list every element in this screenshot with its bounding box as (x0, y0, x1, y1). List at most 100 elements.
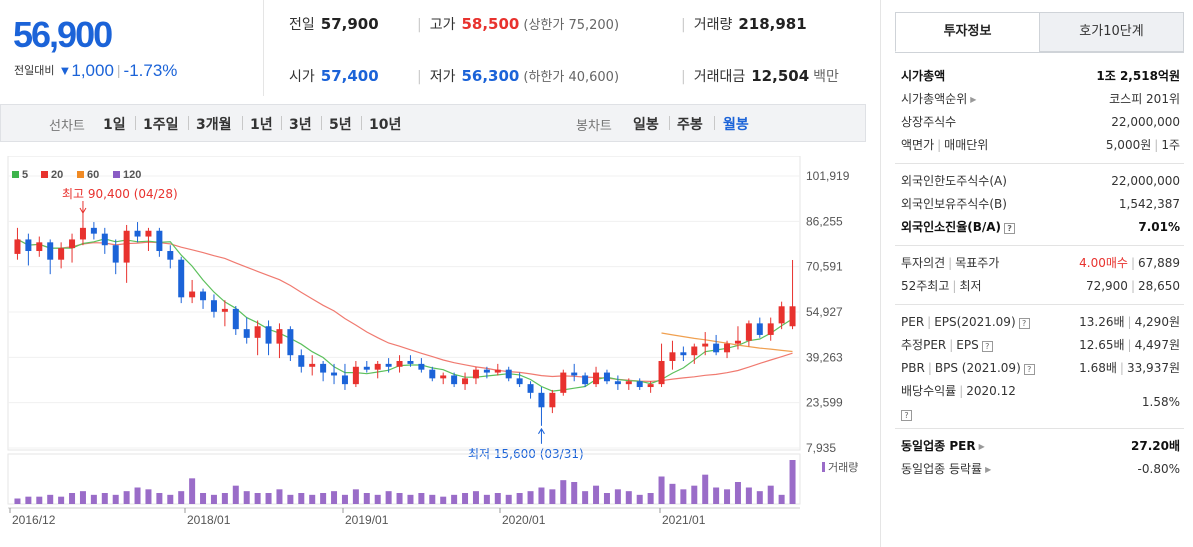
candle-body (79, 227, 86, 240)
ma5-line (17, 238, 793, 392)
period-10y-button[interactable]: 10년 (369, 117, 402, 133)
candle-body (243, 329, 250, 338)
candle-body (440, 375, 447, 379)
candle-body (756, 323, 763, 335)
candle-chart-label: 봉차트 (576, 119, 612, 134)
help-icon[interactable]: ? (1004, 223, 1016, 234)
high-value: 58,500 (461, 15, 520, 33)
x-axis: 2016/12 2018/01 2019/01 2020/01 2021/01 (8, 507, 800, 527)
volume-bar (451, 494, 458, 504)
period-1y-button[interactable]: 1년 (250, 117, 273, 133)
candle-daily-button[interactable]: 일봉 (633, 117, 659, 133)
candle-body (123, 230, 130, 263)
prev-close-cell: 전일 57,900 (289, 14, 379, 34)
candle-body (669, 352, 676, 361)
period-5y-button[interactable]: 5년 (329, 117, 352, 133)
candle-body (276, 329, 283, 344)
tab-orderbook[interactable]: 호가10단계 (1039, 12, 1184, 52)
candle-body (352, 366, 359, 385)
period-3y-button[interactable]: 3년 (289, 117, 312, 133)
volume-bar (571, 482, 578, 504)
help-icon[interactable]: ? (1023, 364, 1035, 375)
change-rate: -1.73% (123, 61, 178, 80)
volume-bar (385, 491, 392, 504)
amount-cell: | 거래대금 12,504 백만 (681, 67, 839, 85)
week52-row: 52주최고 | 최저 72,900 | 28,650 (901, 279, 1180, 293)
chart-period-bar: 선차트 1일 1주일 3개월 1년 3년 5년 10년 봉차트 일봉 주봉 월봉 (0, 104, 866, 142)
volume-bar (276, 489, 283, 504)
industry-change-row[interactable]: 동일업종 등락률 ▶ -0.80% (901, 462, 1180, 476)
candle-body (516, 378, 523, 385)
candle-body (90, 227, 97, 234)
candle-body (636, 381, 643, 388)
volume-bar (778, 494, 785, 504)
period-1w-button[interactable]: 1주일 (143, 117, 179, 133)
candle-body (767, 323, 774, 335)
candle-body (429, 369, 436, 379)
price-plot-frame (7, 156, 801, 451)
volume-bar (320, 493, 327, 504)
candle-body (69, 239, 76, 249)
legend-swatch (113, 171, 120, 178)
foreign-limit-row: 외국인한도주식수(A) 22,000,000 (901, 174, 1180, 188)
volume-bar (407, 494, 414, 504)
volume-bar (538, 487, 545, 504)
volume-bar (527, 491, 534, 504)
y-tick-label: 101,919 (806, 169, 850, 183)
candle-body (451, 375, 458, 385)
volume-bar (200, 493, 207, 504)
volume-bar (625, 491, 632, 504)
y-tick-label: 23,599 (806, 396, 843, 410)
moving-average-lines (17, 238, 793, 392)
volume-bar (232, 485, 239, 504)
volume-bar (756, 491, 763, 504)
y-tick-label: 54,927 (806, 305, 843, 319)
chart-grid (7, 156, 801, 451)
candle-body (582, 375, 589, 385)
open-cell: 시가 57,400 (289, 66, 379, 86)
candle-weekly-button[interactable]: 주봉 (677, 117, 703, 133)
volume-bar (396, 493, 403, 504)
candle-body (320, 363, 327, 373)
candle-body (232, 308, 239, 330)
volume-bar (221, 493, 228, 504)
invest-info: 시가총액 1조 2,518억원 시가총액순위 ▶ 코스피 201위 상장주식수 22,0… (895, 52, 1184, 487)
period-3m-button[interactable]: 3개월 (196, 117, 232, 133)
volume-frame (7, 453, 801, 505)
candle-body (341, 375, 348, 385)
opinion-section: 투자의견 | 목표주가 4.00매수 | 67,889 52주최고 | 최저 72,900 | 28… (895, 246, 1184, 305)
candle-monthly-button[interactable]: 월봉 (723, 117, 749, 133)
volume-bar (745, 487, 752, 504)
volume-bar (516, 493, 523, 504)
help-icon[interactable]: ? (901, 410, 912, 421)
volume-bar (145, 489, 152, 504)
arrow-up-icon (538, 427, 545, 435)
volume-bar (25, 496, 32, 504)
volume-bar (680, 489, 687, 504)
market-cap-rank-row[interactable]: 시가총액순위 ▶ 코스피 201위 (901, 92, 1180, 106)
volume-cell: | 거래량 218,981 (681, 15, 807, 33)
candle-body (571, 372, 578, 376)
high-cell: | 고가 58,500 (상한가 75,200) (417, 15, 620, 33)
candle-body (472, 369, 479, 379)
candle-body (385, 363, 392, 367)
candle-body (374, 363, 381, 370)
volume-bar (647, 493, 654, 504)
period-1d-button[interactable]: 1일 (103, 117, 126, 133)
legend-label: 20 (51, 169, 63, 181)
tab-invest-info[interactable]: 투자정보 (895, 12, 1040, 52)
volume-bar (156, 493, 163, 504)
volume-bar (69, 493, 76, 504)
volume-label: 거래량 (693, 17, 733, 33)
candle-body (167, 251, 174, 260)
help-icon[interactable]: ? (981, 341, 993, 352)
industry-per-row[interactable]: 동일업종 PER ▶ 27.20배 (901, 439, 1180, 453)
help-icon[interactable]: ? (1018, 318, 1030, 329)
lower-limit: (하한가 40,600) (523, 70, 620, 85)
candle-body (178, 259, 185, 298)
candle-body (58, 248, 65, 260)
candle-body (614, 381, 621, 385)
candle-body (36, 242, 43, 252)
change-label: 전일대비 (14, 64, 55, 77)
amount-label: 거래대금 (693, 69, 746, 85)
